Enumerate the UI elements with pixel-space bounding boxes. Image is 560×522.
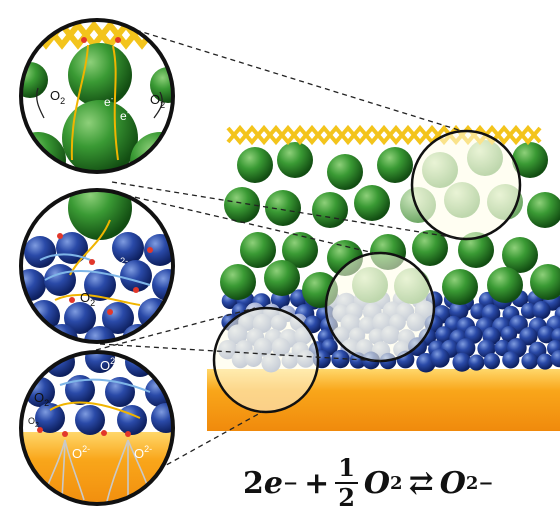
o2-label: O2	[50, 88, 65, 106]
electrolyte-particle	[483, 352, 500, 370]
cathode-particle	[458, 232, 494, 268]
zoom-region-2	[324, 251, 436, 363]
cathode-particle	[224, 187, 260, 223]
equation-electron-charge: −	[282, 472, 299, 494]
electrolyte-particle	[117, 405, 147, 435]
cathode-particle	[377, 147, 413, 183]
cathode-particle	[237, 147, 273, 183]
electrolyte-particle	[84, 269, 116, 301]
electrolyte-particle	[75, 405, 105, 435]
equation-oxide: O	[439, 465, 466, 501]
equation-coefficient: 2	[243, 465, 264, 501]
electron-label: e-	[132, 216, 142, 231]
equation-arrow: ⇄	[408, 465, 434, 501]
electrolyte-particle	[430, 348, 450, 368]
cathode-particle	[487, 267, 523, 303]
zoom-region-1	[410, 129, 522, 241]
electrolyte-particle	[537, 353, 554, 370]
electrolyte-particle	[44, 264, 76, 296]
cathode-particle	[265, 190, 301, 226]
electrolyte-particle	[502, 351, 520, 369]
cathode-particle	[412, 230, 448, 266]
oxide-ion-label: O2-	[72, 444, 90, 461]
zoom-circle-interface: O2 e- O2- O2	[19, 188, 175, 344]
electrolyte-particle	[468, 354, 485, 371]
electrolyte-particle	[449, 301, 469, 321]
electrolyte-particle	[550, 349, 560, 368]
cathode-particle	[240, 232, 276, 268]
equation-fraction: 1 2	[335, 456, 358, 510]
electrolyte-particle	[85, 352, 115, 373]
electrolyte-particle	[331, 349, 350, 369]
cathode-particle	[527, 192, 560, 228]
cathode-particle	[312, 192, 348, 228]
electrolyte-particle	[520, 302, 538, 319]
electrolyte-particle	[21, 269, 46, 301]
electrolyte-particle	[452, 352, 472, 372]
electrolyte-particle	[152, 269, 173, 301]
electrolyte-particle	[456, 338, 476, 358]
electron-label: e-	[104, 94, 114, 109]
zoom-region-3	[212, 306, 320, 414]
cathode-particle	[442, 269, 478, 305]
o2-label: O2	[44, 206, 59, 224]
cathode-particle	[530, 264, 560, 300]
cathode-particle	[327, 154, 363, 190]
o2-label: O2	[150, 92, 165, 110]
cathode-particle	[512, 142, 548, 178]
electrolyte-particle	[151, 403, 173, 433]
equation-oxygen-subscript: 2	[390, 472, 403, 494]
oxide-ion-label: O2-	[100, 356, 118, 373]
electrolyte-particle	[532, 301, 551, 320]
electrolyte-particle	[551, 327, 560, 345]
electrolyte-particle	[500, 326, 518, 343]
zoom-circle-cathode: O2 O2 e- e-	[19, 18, 175, 174]
o2-label: O2	[80, 290, 95, 308]
equation-electron: e	[263, 465, 283, 501]
electrolyte-particle	[494, 339, 511, 357]
zoom-circle-substrate: O2- O2 O2 O2- O2-	[19, 350, 175, 506]
cathode-particle	[264, 260, 300, 296]
electrolyte-particle	[519, 327, 538, 346]
oxygen-reduction-equation: 2 e − + 1 2 O 2 ⇄ O 2−	[243, 448, 553, 518]
electrolyte-particle	[537, 325, 556, 344]
cathode-particle	[220, 264, 256, 300]
equation-oxygen: O	[363, 465, 391, 501]
o2-label: O2	[34, 390, 49, 408]
cathode-particle	[282, 232, 318, 268]
cathode-particle	[502, 237, 538, 273]
fraction-denominator: 2	[338, 483, 355, 512]
electron-label: e-	[120, 108, 130, 123]
electrolyte-particle	[112, 232, 144, 264]
fraction-numerator: 1	[335, 456, 358, 484]
electrolyte-particle	[435, 326, 453, 344]
o2-label-small: O2	[28, 416, 39, 429]
cathode-particle	[354, 185, 390, 221]
equation-oxide-charge: 2−	[465, 472, 494, 494]
electrolyte-particle	[24, 236, 56, 268]
oxide-ion-label: O2-	[134, 444, 152, 461]
cathode-particle	[277, 142, 313, 178]
electrolyte-particle	[84, 326, 116, 342]
electrolyte-particle	[64, 302, 96, 334]
electrolyte-particle	[35, 403, 65, 433]
equation-plus: +	[304, 465, 330, 501]
electrolyte-particle	[521, 352, 538, 370]
oxide-ion-label: O2-	[110, 256, 128, 273]
